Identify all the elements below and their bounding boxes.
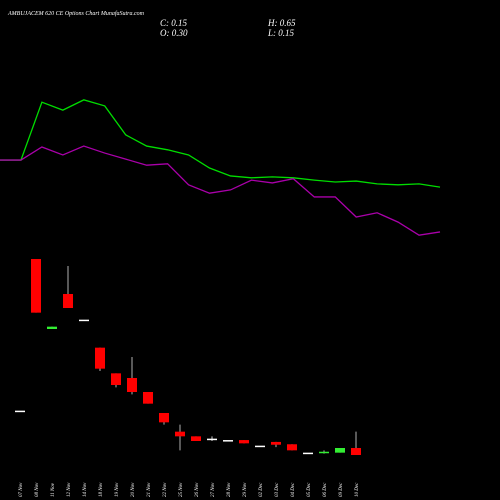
x-tick-label: 25 Nov bbox=[179, 482, 184, 497]
x-tick-label: 07 Nov bbox=[19, 482, 24, 497]
stat-high: H: 0.65 bbox=[267, 18, 296, 28]
x-tick-label: 04 Dec bbox=[291, 482, 296, 497]
x-tick-label: 06 Dec bbox=[323, 482, 328, 497]
candle-body bbox=[63, 294, 73, 308]
candle-body bbox=[191, 436, 201, 441]
candle-body bbox=[31, 259, 41, 313]
x-tick-label: 12 Nov bbox=[67, 482, 72, 497]
candle-body bbox=[287, 444, 297, 451]
x-tick-label: 20 Nov bbox=[131, 482, 136, 497]
candle-body bbox=[223, 440, 233, 442]
candle-body bbox=[351, 448, 361, 455]
stat-low: L: 0.15 bbox=[267, 28, 295, 38]
x-tick-label: 05 Dec bbox=[307, 482, 312, 497]
x-tick-label: 22 Nov bbox=[163, 482, 168, 497]
line bbox=[0, 145, 441, 236]
x-tick-label: 10 Dec bbox=[355, 482, 360, 497]
candle-body bbox=[207, 438, 217, 441]
stat-open: O: 0.30 bbox=[160, 28, 188, 38]
x-tick-label: 09 Dec bbox=[339, 482, 344, 497]
candle-body bbox=[95, 347, 105, 369]
x-tick-label: 14 Nov bbox=[83, 482, 88, 497]
candle-body bbox=[127, 378, 137, 392]
x-tick-label: 08 Nov bbox=[35, 482, 40, 497]
x-tick-label: 03 Dec bbox=[275, 482, 280, 497]
candle-body bbox=[319, 451, 329, 454]
candle-body bbox=[159, 413, 169, 423]
stat-close: C: 0.15 bbox=[160, 18, 188, 28]
x-tick-label: 26 Nov bbox=[195, 482, 200, 497]
candle-body bbox=[255, 445, 265, 448]
candle-body bbox=[239, 440, 249, 444]
x-tick-label: 29 Nov bbox=[243, 482, 248, 497]
x-tick-label: 19 Nov bbox=[115, 482, 120, 497]
x-tick-label: 21 Nov bbox=[147, 482, 152, 497]
x-tick-label: 18 Nov bbox=[99, 482, 104, 497]
candle-body bbox=[15, 410, 25, 413]
candle-body bbox=[271, 441, 281, 445]
chart-title: AMBUJACEM 620 CE Options Chart MunafaSut… bbox=[7, 10, 145, 17]
candle-body bbox=[111, 373, 121, 385]
line bbox=[0, 99, 441, 188]
candle-body bbox=[335, 448, 345, 453]
x-tick-label: 28 Nov bbox=[227, 482, 232, 497]
candle-body bbox=[47, 326, 57, 329]
candle-body bbox=[175, 431, 185, 437]
candle-body bbox=[143, 392, 153, 404]
x-tick-label: 27 Nov bbox=[211, 482, 216, 497]
candle-body bbox=[303, 452, 313, 455]
x-tick-label: 02 Dec bbox=[259, 482, 264, 497]
candle-body bbox=[79, 319, 89, 322]
x-tick-label: 11 Nov bbox=[51, 482, 56, 497]
